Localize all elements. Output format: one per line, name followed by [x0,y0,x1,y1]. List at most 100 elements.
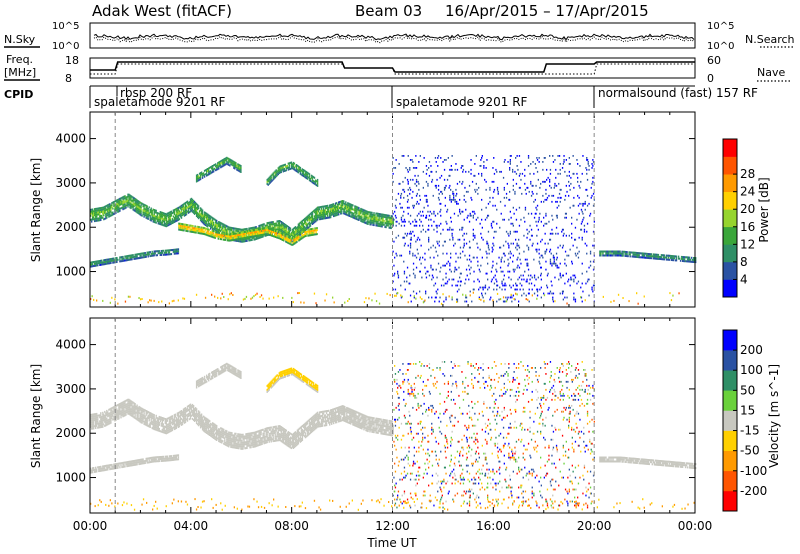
scatter-cell [191,204,194,207]
scatter-cell [331,211,333,214]
scatter-cell [230,235,233,238]
scatter-cell [269,231,271,234]
noise-cell [523,278,525,281]
scatter-cell [159,213,161,216]
scatter-cell [200,208,203,211]
scatter-cell [164,253,166,256]
scatter-cell [294,240,296,243]
scatter-cell [138,253,140,256]
scatter-cell [104,418,106,421]
scatter-cell [94,470,96,473]
scatter-cell [211,167,213,170]
scatter-cell [309,218,312,221]
scatter-cell [198,210,201,213]
noise-cell [403,218,406,221]
noise-cell [508,252,510,255]
scatter-cell [200,230,202,233]
scatter-cell [659,256,662,258]
noise-cell [548,194,550,197]
scatter-cell [120,256,122,259]
noise-cell [484,286,487,289]
scatter-cell [142,209,144,212]
scatter-cell [232,238,235,241]
scatter-cell [130,201,132,204]
scatter-cell [99,215,101,218]
scatter-cell [316,227,318,230]
scatter-cell [203,217,206,220]
scatter-cell [246,232,249,235]
scatter-cell [135,202,137,205]
scatter-cell [269,233,271,236]
scatter-cell [164,224,166,227]
scatter-cell [210,172,212,175]
scatter-cell [325,205,328,207]
scatter-cell [188,226,190,229]
scatter-cell [114,463,116,466]
noise-cell [434,282,437,285]
scatter-cell [154,456,156,459]
noise-cell [523,292,525,295]
scatter-cell [276,226,278,229]
scatter-cell [134,257,136,260]
scatter-cell [381,219,383,222]
clutter-cell [245,295,248,298]
scatter-cell [116,259,118,261]
scatter-cell [176,248,179,251]
noise-cell [418,212,420,215]
noise-cell [436,292,438,295]
scatter-cell [187,224,189,227]
noise-cell [415,167,418,169]
noise-cell [556,266,558,269]
scatter-cell [661,258,664,261]
noise-cell [465,242,468,245]
scatter-cell [275,230,277,232]
scatter-cell [120,197,122,200]
scatter-cell [187,228,189,231]
scatter-cell [154,215,156,218]
noise-cell [392,172,394,175]
scatter-cell [187,207,190,210]
scatter-cell [123,199,125,202]
noise-cell [427,204,429,207]
scatter-cell [684,260,687,263]
scatter-cell [172,215,175,218]
scatter-cell [189,200,192,203]
noise-cell [409,192,411,195]
scatter-cell [224,163,226,166]
scatter-cell [666,258,669,261]
scatter-cell [311,221,314,223]
noise-cell [508,276,510,279]
scatter-cell [133,205,135,208]
scatter-cell [290,243,292,246]
clutter-cell [161,300,163,303]
scatter-cell [353,214,355,217]
scatter-cell [305,231,307,233]
scatter-cell [277,169,279,172]
scatter-cell [333,205,335,208]
scatter-cell [199,176,202,179]
scatter-cell [140,202,142,205]
noise-cell [516,288,518,291]
scatter-cell [212,221,214,224]
noise-cell [435,296,437,299]
scatter-cell [98,422,100,425]
noise-cell [542,161,544,163]
scatter-cell [222,238,224,241]
noise-cell [535,184,537,187]
noise-cell [393,218,395,221]
scatter-cell [244,230,247,233]
scatter-cell [111,257,113,260]
scatter-cell [102,208,104,211]
scatter-cell [159,458,161,460]
scatter-cell [154,252,156,255]
noise-cell [406,234,408,237]
noise-cell [564,250,567,253]
noise-cell [504,288,506,291]
noise-cell [564,216,566,219]
scatter-cell [157,458,159,461]
noise-cell [580,296,583,299]
scatter-cell [122,206,124,209]
noise-cell [494,274,496,277]
scatter-cell [247,236,250,239]
scatter-cell [235,239,237,242]
